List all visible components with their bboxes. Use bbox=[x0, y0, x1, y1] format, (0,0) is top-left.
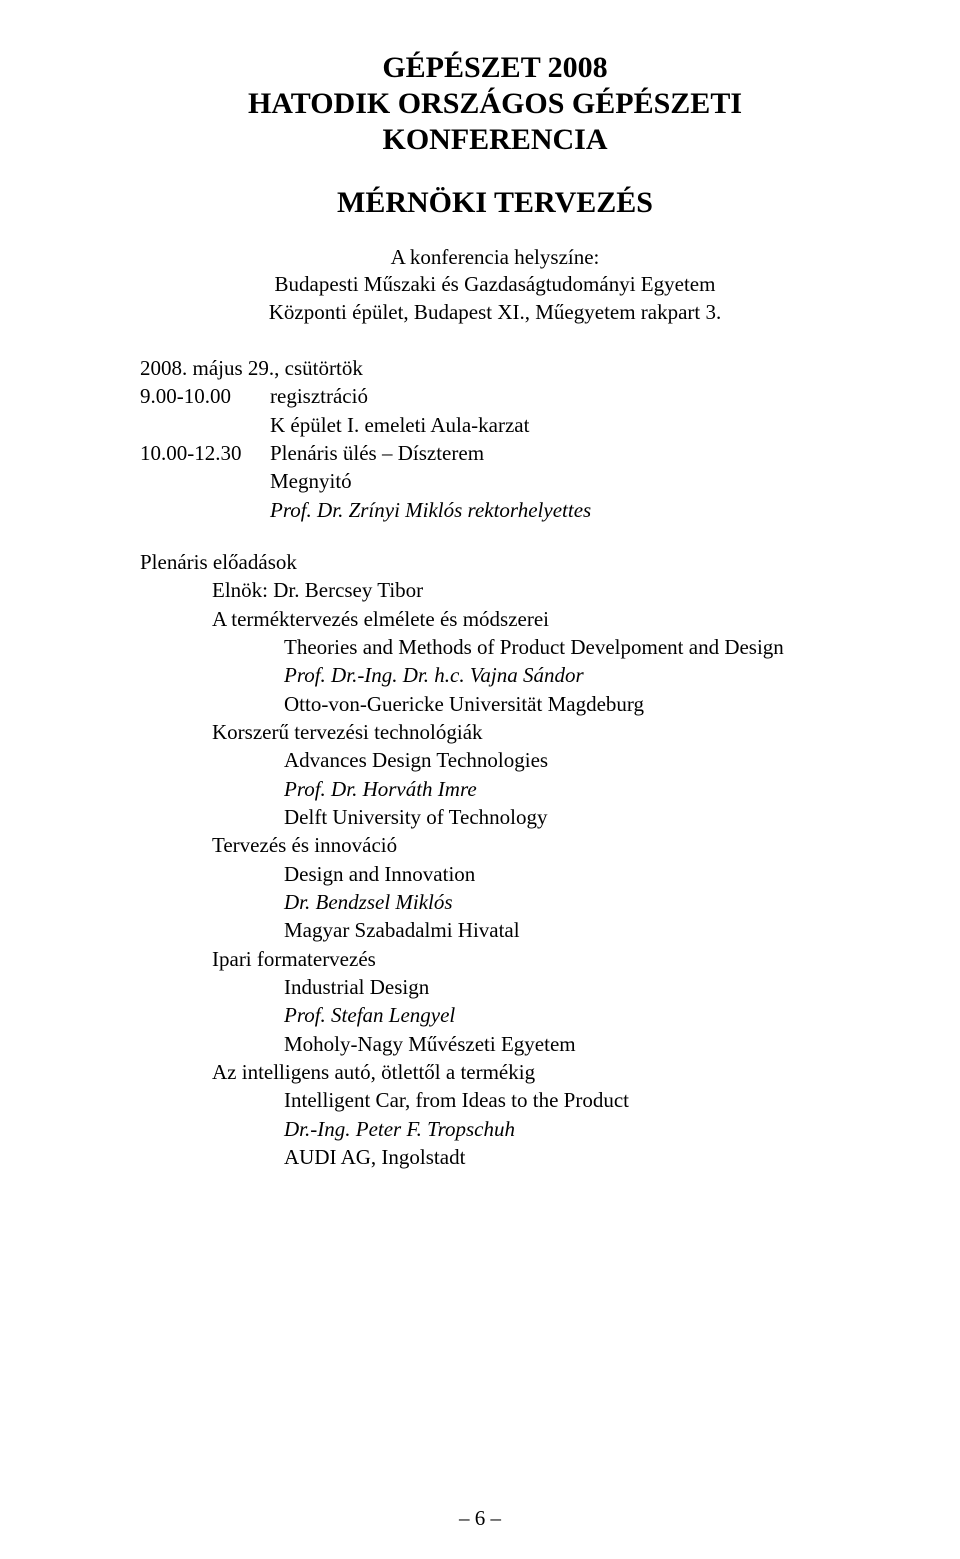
talk-affiliation: Delft University of Technology bbox=[140, 803, 850, 831]
schedule-location: K épület I. emeleti Aula-karzat bbox=[270, 411, 850, 439]
talk-title-en: Theories and Methods of Product Develpom… bbox=[140, 633, 850, 661]
schedule-time: 9.00-10.00 bbox=[140, 382, 270, 439]
talk-title-en: Design and Innovation bbox=[140, 860, 850, 888]
document-page: GÉPÉSZET 2008 HATODIK ORSZÁGOS GÉPÉSZETI… bbox=[0, 0, 960, 1559]
schedule-row: 9.00-10.00 regisztráció K épület I. emel… bbox=[140, 382, 850, 439]
talk-title-en: Industrial Design bbox=[140, 973, 850, 1001]
talk-affiliation: Moholy-Nagy Művészeti Egyetem bbox=[140, 1030, 850, 1058]
talk-speaker: Prof. Dr. Horváth Imre bbox=[140, 775, 850, 803]
schedule-body: regisztráció K épület I. emeleti Aula-ka… bbox=[270, 382, 850, 439]
title-line: HATODIK ORSZÁGOS GÉPÉSZETI bbox=[140, 86, 850, 122]
schedule-speaker: Prof. Dr. Zrínyi Miklós rektorhelyettes bbox=[270, 496, 850, 524]
venue-label: A konferencia helyszíne: bbox=[140, 244, 850, 271]
talk-title-hu: A terméktervezés elmélete és módszerei bbox=[140, 605, 850, 633]
plenary-heading: Plenáris előadások bbox=[140, 548, 850, 576]
talk-affiliation: Magyar Szabadalmi Hivatal bbox=[140, 916, 850, 944]
schedule-subtext: Megnyitó bbox=[270, 467, 850, 495]
subtitle: MÉRNÖKI TERVEZÉS bbox=[140, 186, 850, 220]
page-number: – 6 – bbox=[0, 1506, 960, 1531]
venue-block: A konferencia helyszíne: Budapesti Műsza… bbox=[140, 244, 850, 326]
schedule-text: Plenáris ülés – Díszterem bbox=[270, 439, 850, 467]
talk-title-hu: Korszerű tervezési technológiák bbox=[140, 718, 850, 746]
title-line: KONFERENCIA bbox=[140, 122, 850, 158]
talk-title-hu: Ipari formatervezés bbox=[140, 945, 850, 973]
plenary-block: Plenáris előadások Elnök: Dr. Bercsey Ti… bbox=[140, 548, 850, 1172]
schedule-row: 10.00-12.30 Plenáris ülés – Díszterem Me… bbox=[140, 439, 850, 524]
talk-speaker: Dr.-Ing. Peter F. Tropschuh bbox=[140, 1115, 850, 1143]
schedule-time: 10.00-12.30 bbox=[140, 439, 270, 524]
venue-line: Budapesti Műszaki és Gazdaságtudományi E… bbox=[140, 271, 850, 298]
talk-speaker: Prof. Dr.-Ing. Dr. h.c. Vajna Sándor bbox=[140, 661, 850, 689]
schedule-block: 2008. május 29., csütörtök 9.00-10.00 re… bbox=[140, 354, 850, 524]
main-title: GÉPÉSZET 2008 HATODIK ORSZÁGOS GÉPÉSZETI… bbox=[140, 50, 850, 158]
talk-speaker: Dr. Bendzsel Miklós bbox=[140, 888, 850, 916]
talk-speaker: Prof. Stefan Lengyel bbox=[140, 1001, 850, 1029]
talk-title-hu: Az intelligens autó, ötlettől a termékig bbox=[140, 1058, 850, 1086]
talk-title-en: Intelligent Car, from Ideas to the Produ… bbox=[140, 1086, 850, 1114]
talk-title-hu: Tervezés és innováció bbox=[140, 831, 850, 859]
schedule-text: regisztráció bbox=[270, 382, 850, 410]
schedule-body: Plenáris ülés – Díszterem Megnyitó Prof.… bbox=[270, 439, 850, 524]
venue-line: Központi épület, Budapest XI., Műegyetem… bbox=[140, 299, 850, 326]
title-line: GÉPÉSZET 2008 bbox=[140, 50, 850, 86]
date-line: 2008. május 29., csütörtök bbox=[140, 354, 850, 382]
chair-line: Elnök: Dr. Bercsey Tibor bbox=[140, 576, 850, 604]
talk-affiliation: AUDI AG, Ingolstadt bbox=[140, 1143, 850, 1171]
talk-title-en: Advances Design Technologies bbox=[140, 746, 850, 774]
talk-affiliation: Otto-von-Guericke Universität Magdeburg bbox=[140, 690, 850, 718]
